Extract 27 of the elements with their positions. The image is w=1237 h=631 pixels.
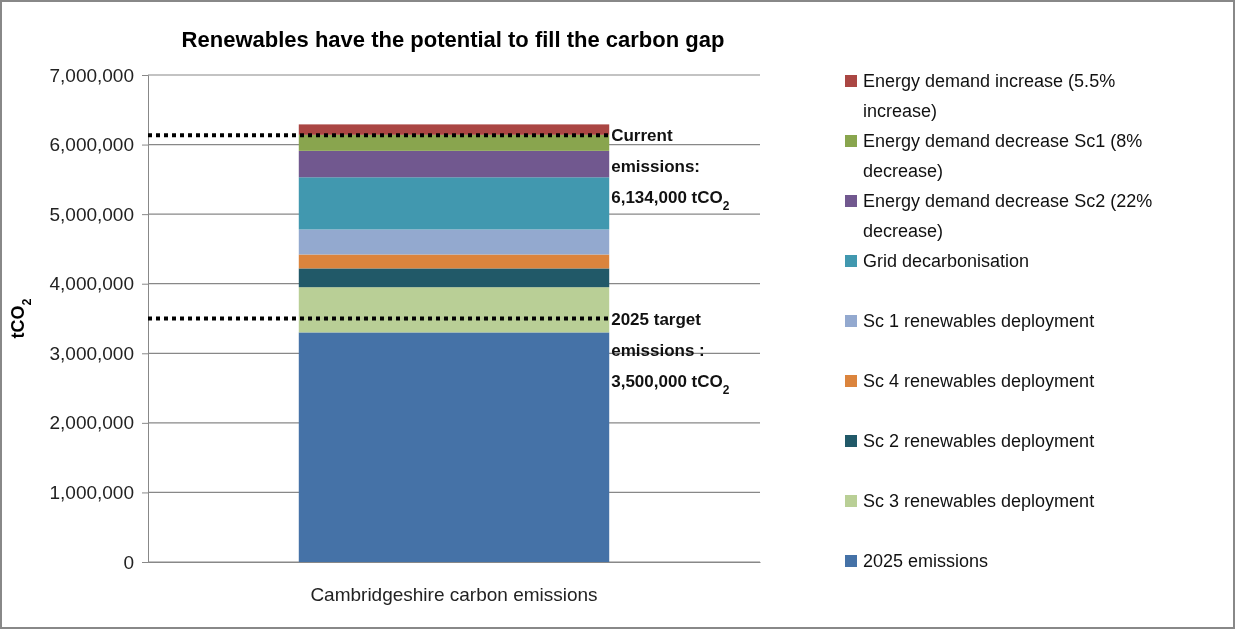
y-tick-label: 4,000,000 — [49, 273, 134, 295]
y-tick-label: 0 — [123, 551, 134, 573]
y-tick-label: 5,000,000 — [49, 203, 134, 225]
y-tick-label: 6,000,000 — [49, 134, 134, 156]
bar — [298, 268, 610, 288]
legend-label: Sc 2 renewables deployment — [863, 431, 1095, 451]
bar — [298, 177, 610, 230]
legend-label: Sc 3 renewables deployment — [863, 491, 1095, 511]
ref-line-label: 2025 target emissions : 3,500,000 tCO$_{2}$ — [611, 309, 730, 397]
y-tick-label: 3,000,000 — [49, 342, 134, 364]
bar — [298, 254, 610, 269]
legend-label: Energy demand decrease Sc2 (22% decrease) — [863, 191, 1153, 241]
bar — [298, 229, 610, 255]
legend-label: Sc 4 renewables deployment — [863, 371, 1095, 391]
bar — [298, 150, 610, 178]
y-tick-label: 2,000,000 — [49, 412, 134, 434]
legend-label: Energy demand increase (5.5% increase) — [863, 71, 1116, 121]
legend-label: Grid decarbonisation — [863, 251, 1030, 271]
y-tick-label: 7,000,000 — [49, 64, 134, 86]
legend-label: 2025 emissions — [863, 551, 989, 571]
x-tick-label: Cambridgeshire carbon emissions — [310, 584, 598, 606]
bar — [298, 332, 610, 562]
legend-label: Sc 1 renewables deployment — [863, 311, 1095, 331]
chart-title: Renewables have the potential to fill the carbon gap — [181, 27, 725, 52]
ref-line-label: Current emissions: 6,134,000 tCO$_{2}$ — [611, 126, 730, 214]
legend-label: Energy demand decrease Sc1 (8% decrease) — [863, 131, 1143, 181]
y-tick-label: 1,000,000 — [49, 482, 134, 504]
